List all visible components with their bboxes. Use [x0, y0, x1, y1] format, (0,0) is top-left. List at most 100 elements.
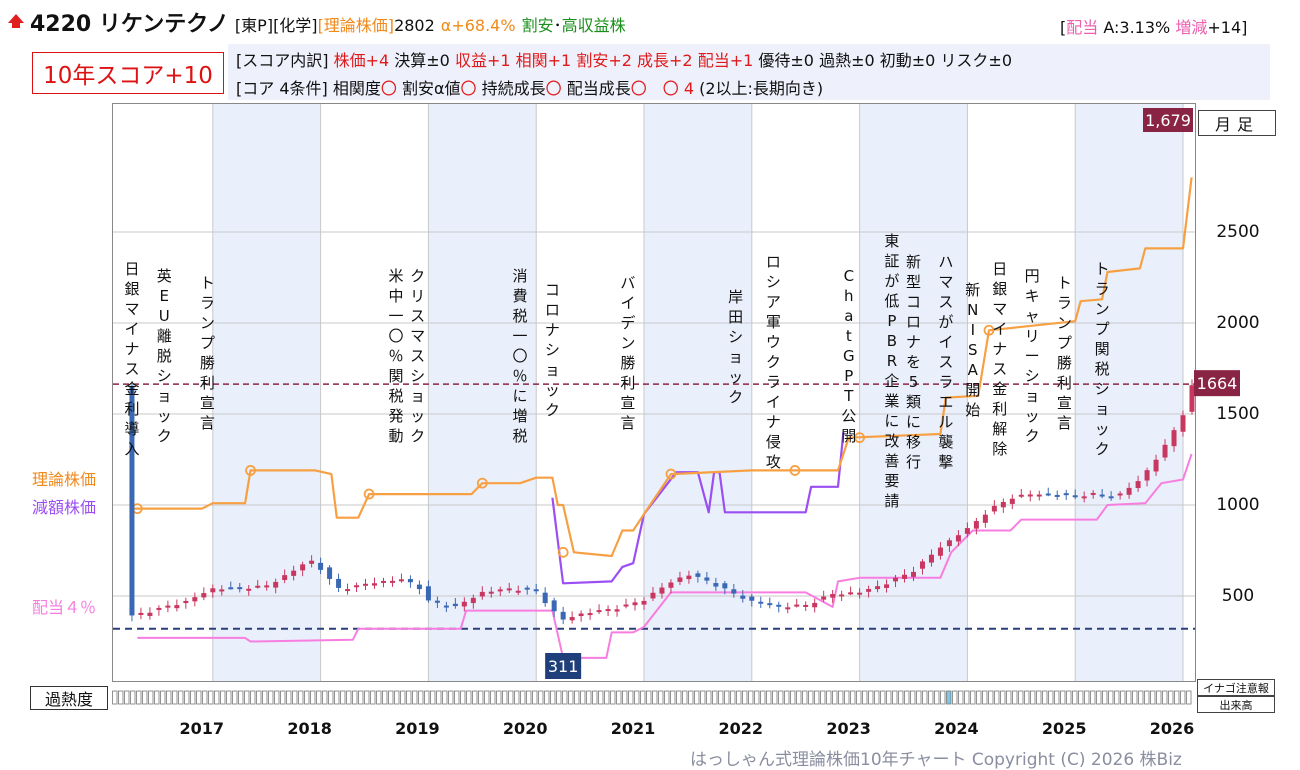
svg-text:ナ: ナ: [766, 413, 781, 431]
candle-117: [1180, 410, 1186, 437]
overheat-cell-64: [496, 690, 502, 705]
svg-text:類: 類: [906, 393, 921, 411]
overheat-cell-3: [130, 690, 136, 705]
svg-text:勝: 勝: [1057, 354, 1072, 372]
overheat-cell-155: [1042, 690, 1048, 705]
svg-text:ン: ン: [620, 334, 635, 352]
copyright: はっしゃん式理論株価10年チャート Copyright (C) 2026 株Bi…: [690, 750, 1182, 770]
svg-text:G: G: [843, 347, 855, 365]
overheat-cell-131: [898, 690, 904, 705]
svg-text:ク: ク: [410, 267, 425, 285]
candle-12: [237, 583, 243, 593]
svg-text:ラ: ラ: [1057, 294, 1072, 312]
svg-text:を: を: [906, 353, 921, 371]
candle-102: [1045, 487, 1051, 497]
candle-53: [605, 605, 611, 616]
svg-text:リ: リ: [1025, 327, 1040, 345]
overheat-cell-149: [1006, 690, 1012, 705]
overheat-cell-53: [430, 690, 436, 705]
svg-text:A: A: [968, 361, 979, 379]
svg-text:ス: ス: [938, 293, 953, 311]
svg-text:イ: イ: [620, 294, 635, 312]
overheat-cell-115: [802, 690, 808, 705]
score-item-6: 成長+2: [637, 51, 698, 70]
overheat-cell-78: [580, 690, 586, 705]
overheat-cell-129: [886, 690, 892, 705]
overheat-cell-39: [346, 690, 352, 705]
candle-88: [919, 559, 925, 575]
svg-text:ッ: ッ: [728, 368, 743, 386]
overheat-cell-67: [514, 690, 520, 705]
overheat-cell-13: [190, 690, 196, 705]
svg-text:日: 日: [992, 260, 1007, 278]
year-shade-2017: [212, 104, 321, 681]
overheat-cell-103: [730, 690, 736, 705]
svg-text:関: 関: [389, 367, 404, 385]
svg-text:襲: 襲: [938, 433, 953, 451]
candle-25: [354, 582, 360, 592]
candle-96: [991, 500, 997, 515]
svg-text:増: 増: [513, 407, 528, 425]
theory-price-line: [131, 177, 1193, 558]
overheat-cell-49: [406, 690, 412, 705]
candle-68: [740, 590, 746, 603]
overheat-cell-30: [292, 690, 298, 705]
overheat-cell-42: [364, 690, 370, 705]
svg-text:ト: ト: [1095, 260, 1110, 278]
inago-alert-button[interactable]: イナゴ注意報: [1197, 679, 1275, 696]
candle-70: [758, 596, 764, 608]
svg-text:低: 低: [884, 292, 899, 310]
candle-65: [713, 577, 719, 591]
candle-37: [461, 597, 467, 612]
overheat-cell-175: [1162, 690, 1168, 705]
svg-text:言: 言: [1057, 414, 1072, 432]
year-label-2019: 2019: [395, 719, 440, 738]
overheat-cell-25: [262, 690, 268, 705]
svg-text:シ: シ: [545, 341, 560, 359]
year-shade-2025: [1075, 104, 1183, 681]
svg-text:t: t: [846, 327, 852, 345]
overheat-cell-52: [424, 690, 430, 705]
sector-tag: [化学]: [273, 16, 318, 35]
monthly-button[interactable]: 月足: [1198, 110, 1276, 136]
overheat-cell-57: [454, 690, 460, 705]
candle-5: [174, 599, 180, 612]
svg-text:ナ: ナ: [992, 340, 1007, 358]
svg-text:ッ: ッ: [1025, 407, 1040, 425]
svg-text:利: 利: [620, 374, 635, 392]
overheat-cell-14: [196, 690, 202, 705]
overheat-cell-22: [244, 690, 250, 705]
svg-text:費: 費: [513, 287, 528, 305]
candle-49: [569, 611, 575, 624]
svg-text:マ: マ: [410, 327, 425, 345]
volume-button[interactable]: 出来高: [1197, 696, 1275, 713]
svg-text:新: 新: [965, 281, 980, 299]
overheat-cell-88: [640, 690, 646, 705]
overheat-cell-71: [538, 690, 544, 705]
candle-31: [407, 575, 413, 588]
core-item-6: 配当成長: [561, 79, 631, 98]
dividend-price-line: [137, 453, 1193, 659]
svg-text:バ: バ: [620, 274, 635, 292]
candle-61: [677, 571, 683, 586]
candle-8: [201, 587, 207, 601]
overheat-cell-125: [862, 690, 868, 705]
overheat-cell-119: [826, 690, 832, 705]
overheat-cell-24: [256, 690, 262, 705]
svg-text:B: B: [887, 332, 897, 350]
theory-marker-1: [245, 465, 256, 476]
candle-80: [848, 586, 854, 596]
overheat-cell-101: [718, 690, 724, 705]
svg-text:行: 行: [906, 453, 921, 471]
up-arrow-icon: [8, 14, 24, 23]
svg-text:プ: プ: [1095, 320, 1110, 338]
score-box: 10年スコア+10: [32, 52, 224, 94]
candle-97: [1000, 498, 1006, 513]
overheat-cell-5: [142, 690, 148, 705]
overheat-cell-19: [226, 690, 232, 705]
core-item-7: 〇: [630, 79, 647, 98]
